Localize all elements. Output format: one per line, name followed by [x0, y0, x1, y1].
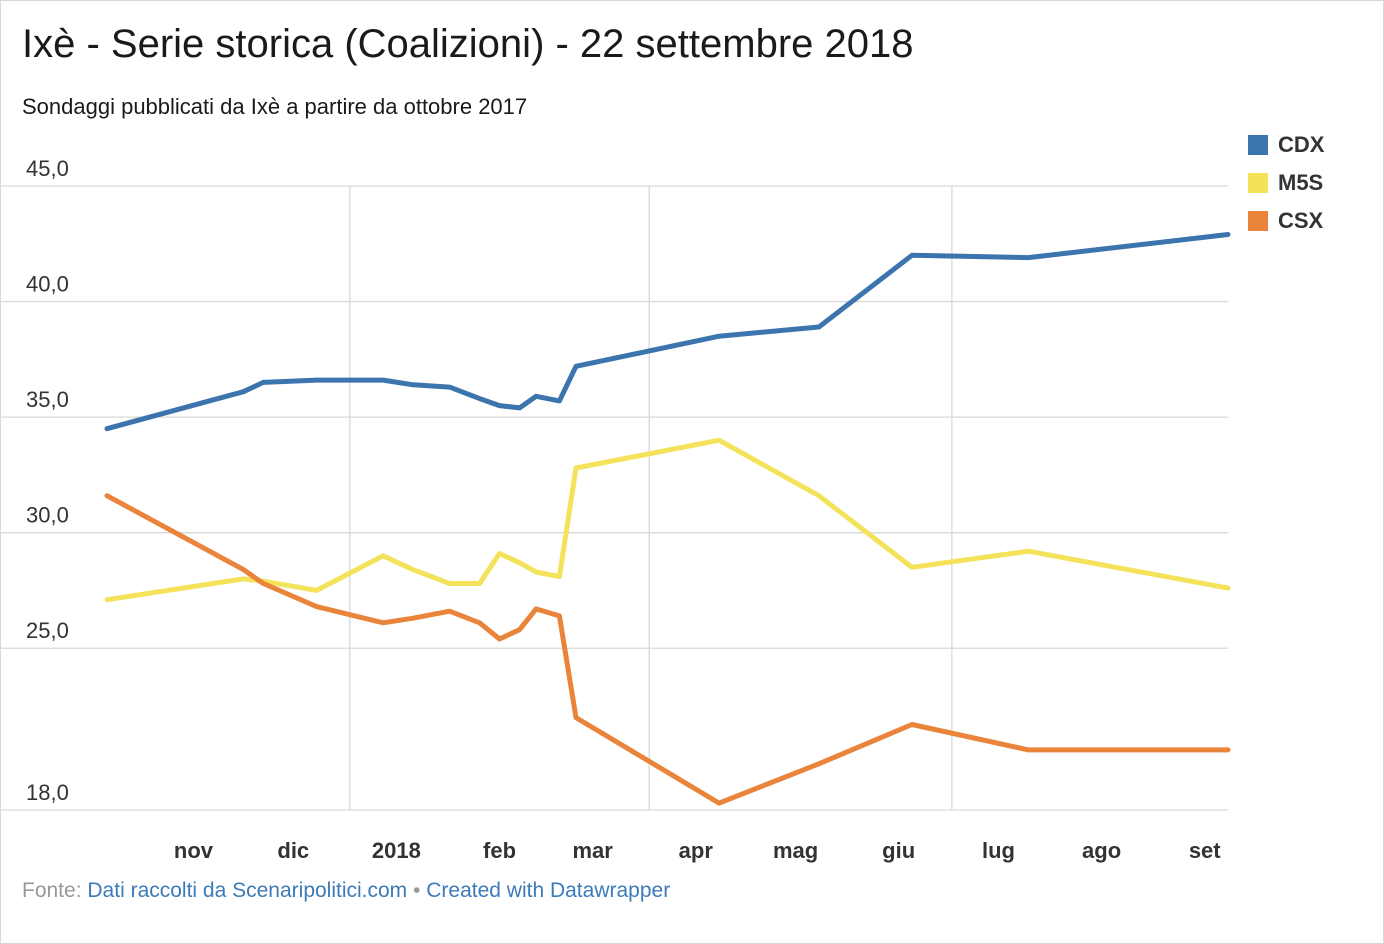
x-tick-label: mar: [572, 838, 613, 863]
legend-label-cdx: CDX: [1278, 132, 1325, 157]
y-tick-label: 25,0: [26, 618, 69, 643]
y-tick-label: 35,0: [26, 387, 69, 412]
series-line-m5s: [104, 437, 1231, 603]
y-tick-label: 40,0: [26, 272, 69, 297]
chart-subtitle: Sondaggi pubblicati da Ixè a partire da …: [22, 94, 528, 119]
x-tick-label: lug: [982, 838, 1015, 863]
x-tick-label: dic: [277, 838, 309, 863]
source-label: Fonte:: [22, 879, 82, 902]
x-tick-label: apr: [679, 838, 714, 863]
legend: CDX M5S CSX: [1248, 126, 1324, 240]
legend-item-csx: CSX: [1248, 202, 1324, 240]
x-tick-label: giu: [882, 838, 915, 863]
y-tick-label: 18,0: [26, 780, 69, 805]
legend-label-m5s: M5S: [1278, 170, 1324, 195]
x-tick-label: mag: [773, 838, 818, 863]
y-tick-label: 45,0: [26, 156, 69, 181]
footer-separator: •: [413, 879, 421, 902]
x-tick-label: feb: [483, 838, 516, 863]
legend-swatch-csx: [1248, 211, 1268, 231]
y-tick-label: 30,0: [26, 503, 69, 528]
chart-footer: Fonte: Dati raccolti da Scenaripolitici.…: [22, 879, 670, 903]
legend-item-m5s: M5S: [1248, 164, 1324, 202]
x-tick-label: set: [1189, 838, 1221, 863]
series-line-cdx: [104, 232, 1231, 432]
legend-swatch-cdx: [1248, 135, 1268, 155]
x-tick-label: ago: [1082, 838, 1121, 863]
x-tick-label: 2018: [372, 838, 421, 863]
chart-title: Ixè - Serie storica (Coalizioni) - 22 se…: [22, 22, 914, 66]
x-tick-label: nov: [174, 838, 214, 863]
created-with-link[interactable]: Created with Datawrapper: [426, 879, 671, 902]
legend-item-cdx: CDX: [1248, 126, 1324, 164]
legend-swatch-m5s: [1248, 173, 1268, 193]
source-link[interactable]: Dati raccolti da Scenaripolitici.com: [87, 879, 408, 902]
legend-label-csx: CSX: [1278, 208, 1324, 233]
series-line-csx: [104, 493, 1231, 806]
